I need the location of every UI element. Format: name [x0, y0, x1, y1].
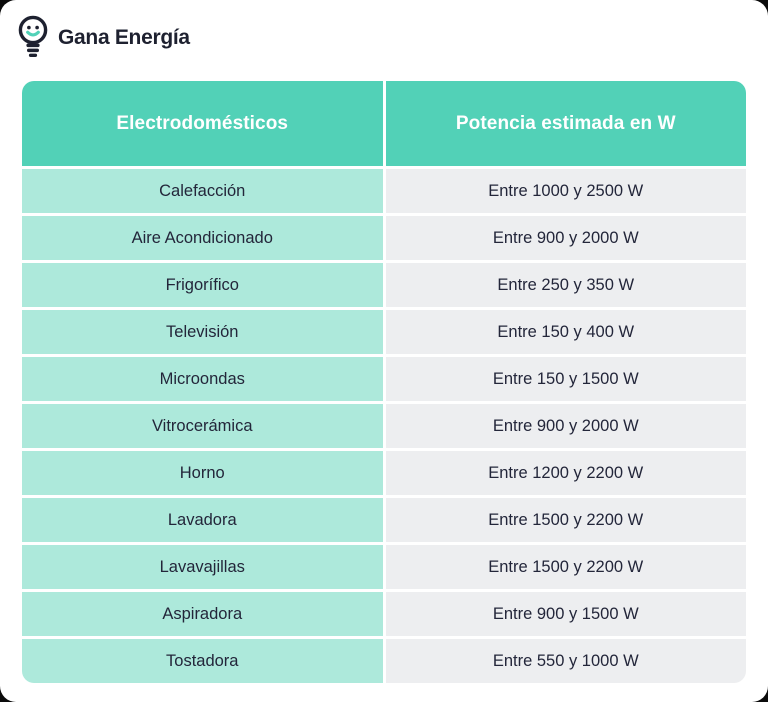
- appliance-cell: Lavavajillas: [22, 545, 383, 589]
- power-table: Electrodomésticos Potencia estimada en W…: [22, 81, 746, 683]
- appliance-cell: Microondas: [22, 357, 383, 401]
- appliance-cell: Lavadora: [22, 498, 383, 542]
- power-cell: Entre 150 y 400 W: [385, 310, 746, 354]
- power-cell: Entre 900 y 2000 W: [385, 216, 746, 260]
- column-header-appliances: Electrodomésticos: [22, 81, 383, 166]
- power-cell: Entre 550 y 1000 W: [385, 639, 746, 683]
- appliance-cell: Frigorífico: [22, 263, 383, 307]
- power-cell: Entre 1000 y 2500 W: [385, 169, 746, 213]
- appliance-cell: Horno: [22, 451, 383, 495]
- appliance-cell: Calefacción: [22, 169, 383, 213]
- appliance-cell: Aspiradora: [22, 592, 383, 636]
- lightbulb-face-icon: [15, 14, 51, 61]
- power-cell: Entre 900 y 1500 W: [385, 592, 746, 636]
- appliance-cell: Televisión: [22, 310, 383, 354]
- appliance-cell: Vitrocerámica: [22, 404, 383, 448]
- appliance-cell: Tostadora: [22, 639, 383, 683]
- power-cell: Entre 1500 y 2200 W: [385, 545, 746, 589]
- power-cell: Entre 1500 y 2200 W: [385, 498, 746, 542]
- brand-name: Gana Energía: [58, 25, 190, 49]
- appliance-cell: Aire Acondicionado: [22, 216, 383, 260]
- brand-logo: Gana Energía: [15, 14, 190, 61]
- power-cell: Entre 900 y 2000 W: [385, 404, 746, 448]
- power-cell: Entre 150 y 1500 W: [385, 357, 746, 401]
- power-cell: Entre 250 y 350 W: [385, 263, 746, 307]
- column-header-power: Potencia estimada en W: [385, 81, 746, 166]
- power-cell: Entre 1200 y 2200 W: [385, 451, 746, 495]
